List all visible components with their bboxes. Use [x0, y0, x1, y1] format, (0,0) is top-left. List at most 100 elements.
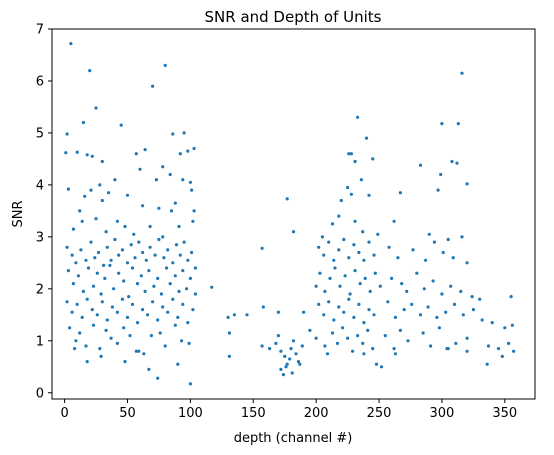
data-point	[181, 178, 185, 182]
data-point	[291, 230, 296, 234]
data-point	[378, 284, 382, 288]
data-point	[113, 237, 117, 242]
data-point	[511, 349, 516, 353]
y-tick-label: 1	[36, 334, 44, 349]
data-point	[110, 305, 114, 309]
data-point	[163, 63, 167, 67]
data-point	[186, 258, 190, 262]
data-point	[157, 237, 161, 242]
data-point	[335, 341, 340, 345]
data-point	[169, 209, 174, 213]
data-point	[181, 302, 185, 306]
data-point	[390, 276, 394, 280]
data-point	[392, 219, 396, 223]
data-point	[100, 159, 104, 164]
data-point	[320, 235, 324, 239]
data-point	[191, 219, 195, 223]
data-point	[353, 159, 357, 164]
data-point	[127, 295, 131, 299]
data-point	[439, 172, 443, 177]
data-point	[91, 323, 96, 327]
data-point	[339, 198, 343, 203]
data-point	[159, 292, 163, 296]
data-point	[268, 347, 272, 351]
x-tick-label: 200	[304, 406, 329, 421]
data-point	[283, 354, 287, 358]
data-point	[347, 297, 351, 301]
data-point	[84, 344, 88, 348]
data-point	[348, 292, 352, 296]
data-point	[367, 193, 371, 197]
data-point	[372, 253, 376, 257]
data-point	[177, 224, 181, 229]
data-point	[427, 232, 431, 236]
data-point	[471, 308, 475, 312]
data-point	[192, 209, 196, 213]
data-point	[440, 292, 444, 296]
data-point	[100, 198, 104, 203]
data-point	[122, 279, 126, 283]
data-point	[406, 339, 410, 343]
data-point	[450, 159, 454, 164]
data-point	[290, 371, 294, 375]
data-point	[503, 326, 507, 330]
data-point	[461, 313, 465, 317]
data-point	[452, 302, 457, 306]
data-point	[351, 349, 355, 353]
data-point	[156, 276, 160, 280]
data-point	[182, 131, 186, 135]
data-point	[368, 289, 372, 293]
data-point	[342, 237, 346, 242]
data-point	[148, 224, 152, 229]
data-point	[302, 310, 306, 314]
data-point	[362, 321, 366, 325]
data-point	[96, 250, 101, 255]
data-point	[123, 360, 127, 364]
data-point	[85, 153, 89, 157]
x-axis: 0 50 100 150 200 250 300 350	[60, 399, 517, 421]
data-point	[174, 243, 179, 247]
data-point	[69, 42, 73, 46]
data-point	[490, 321, 494, 325]
plot-area-frame	[51, 28, 536, 400]
data-point	[352, 315, 356, 319]
data-point	[274, 341, 278, 345]
data-point	[410, 302, 414, 306]
data-point	[154, 178, 158, 182]
data-point	[446, 237, 450, 242]
data-point	[285, 362, 289, 366]
data-point	[134, 152, 138, 156]
data-point	[153, 253, 157, 257]
data-point	[322, 253, 326, 257]
data-point	[130, 302, 135, 306]
data-point	[347, 152, 351, 156]
data-point	[98, 347, 102, 351]
data-point	[104, 230, 108, 234]
data-point	[317, 302, 321, 306]
x-tick-label: 300	[430, 406, 455, 421]
data-point	[341, 326, 345, 330]
data-point	[346, 336, 350, 340]
data-point	[298, 362, 302, 366]
data-point	[135, 282, 140, 286]
data-point	[436, 188, 440, 192]
data-point	[117, 271, 121, 275]
data-point	[90, 308, 94, 312]
data-point	[330, 222, 335, 226]
data-point	[426, 305, 430, 309]
data-point	[323, 344, 327, 348]
data-point	[338, 284, 342, 288]
data-point	[143, 289, 147, 293]
data-point	[454, 341, 458, 345]
data-point	[188, 180, 192, 184]
data-point	[300, 344, 304, 348]
data-point	[119, 123, 123, 127]
data-point	[509, 295, 513, 299]
data-point	[89, 240, 93, 244]
data-point	[465, 182, 469, 186]
data-point	[227, 331, 231, 335]
data-point	[103, 276, 107, 280]
data-point	[79, 248, 83, 252]
data-point	[193, 266, 197, 270]
